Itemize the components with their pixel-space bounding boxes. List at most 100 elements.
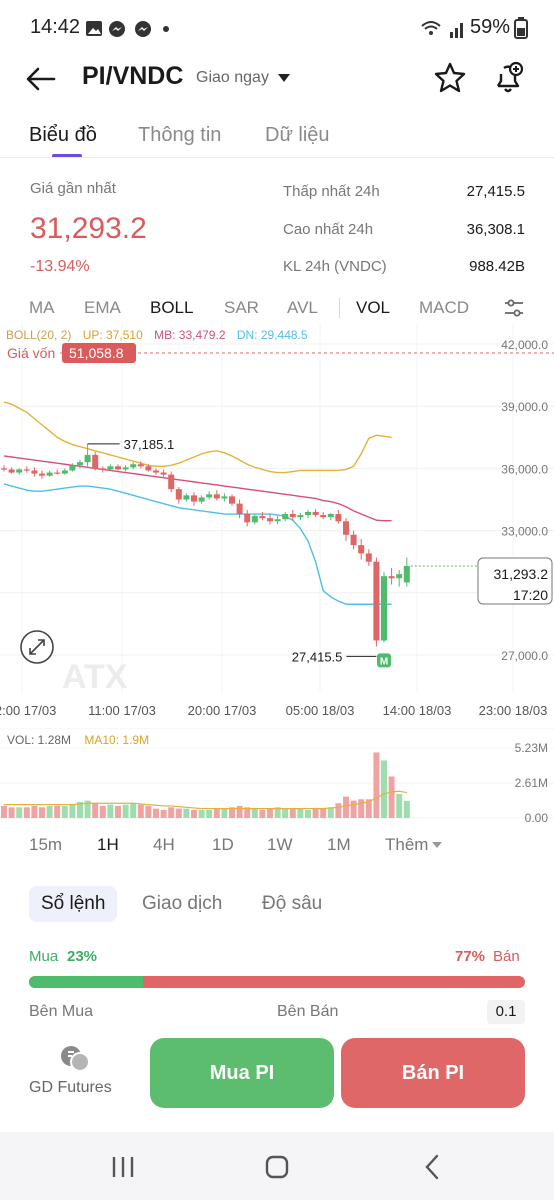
x-tick-label: 05:00 18/03 (286, 703, 355, 718)
wifi-signal-icons (420, 18, 466, 45)
cost-price-line: Giá vốn 51,058.8 (0, 343, 554, 363)
price-alert-bell-icon[interactable] (490, 58, 528, 96)
futures-label[interactable]: GD Futures (29, 1079, 112, 1096)
timeframe-1h[interactable]: 1H (97, 835, 119, 854)
candle-body (259, 516, 266, 519)
candle-body (107, 466, 114, 470)
buy-label: Mua (29, 948, 59, 965)
more-caret-icon[interactable] (432, 842, 442, 848)
volume-bar (175, 808, 182, 818)
candle-body (69, 465, 76, 471)
volume-bar (229, 807, 235, 818)
low-24h-label: Thấp nhất 24h (283, 183, 380, 200)
candle-body (305, 511, 311, 516)
indicator-vol[interactable]: VOL (356, 298, 391, 317)
candle-body (373, 561, 380, 641)
low-24h-value: 27,415.5 (466, 183, 525, 200)
candle-body (8, 469, 15, 473)
pair-title[interactable]: PI/VNDC (82, 62, 184, 90)
buy-ratio-fill (29, 976, 144, 988)
timeframe-1m[interactable]: 1M (327, 835, 351, 854)
buy-button[interactable]: Mua PI (150, 1038, 334, 1108)
volume-bar (107, 804, 114, 818)
futures-icon[interactable] (58, 1042, 92, 1076)
volume-bar (381, 760, 387, 818)
candle-body (221, 496, 228, 499)
candle-body (16, 469, 23, 473)
candle-body (54, 472, 61, 474)
buy-percent: 23% (67, 948, 98, 965)
back-nav-icon[interactable] (418, 1152, 448, 1182)
candle-body (130, 464, 137, 468)
sell-button[interactable]: Bán PI (341, 1038, 525, 1108)
volume-bar (365, 799, 372, 818)
home-icon[interactable] (262, 1152, 292, 1182)
ma10-legend: MA10: 1.9M (84, 733, 149, 747)
volume-chart[interactable]: 5.23M 2.61M 0.00 VOL: 1.28M MA10: 1.9M (0, 728, 554, 824)
ask-column-header: Bên Bán (277, 1003, 339, 1020)
timeframe-1d[interactable]: 1D (212, 835, 234, 854)
gallery-icon (86, 21, 102, 36)
indicator-sar[interactable]: SAR (224, 298, 259, 317)
market-dropdown-caret-icon[interactable] (278, 74, 290, 82)
indicator-avl[interactable]: AVL (287, 298, 318, 317)
tab-chart[interactable]: Biểu đồ (29, 124, 97, 146)
price-chart[interactable]: ATX 37,185.1 27,415.5 M 42,000.0 39,000.0 36… (0, 324, 554, 724)
indicator-settings-icon[interactable] (502, 296, 526, 320)
timeframe-4h[interactable]: 4H (153, 835, 175, 854)
system-nav-bar (0, 1132, 554, 1200)
timeframe-15m[interactable]: 15m (29, 835, 63, 854)
volume-bar (69, 804, 76, 818)
volume-bar (350, 800, 357, 818)
market-type[interactable]: Giao ngay (196, 69, 269, 86)
volume-bar (137, 804, 144, 818)
volume-bar (312, 808, 319, 818)
timeframe-1w[interactable]: 1W (267, 835, 293, 854)
volume-bar (335, 803, 342, 818)
candle-body (312, 511, 319, 516)
tab-data[interactable]: Dữ liệu (265, 124, 330, 146)
tab-depth[interactable]: Độ sâu (262, 893, 323, 914)
volume-bar (259, 809, 266, 818)
favorite-star-icon[interactable] (432, 60, 468, 96)
precision-selector[interactable]: 0.1 (487, 1000, 525, 1024)
candle-body (1, 468, 7, 470)
indicator-ema[interactable]: EMA (84, 298, 121, 317)
volume-bar (160, 809, 167, 818)
volume-bar (358, 799, 365, 818)
volume-bar (343, 796, 349, 818)
indicator-ma[interactable]: MA (29, 298, 55, 317)
cost-label: Giá vốn (7, 345, 55, 361)
tab-order-book[interactable]: Sổ lệnh (29, 886, 118, 922)
volume-bar (305, 809, 311, 818)
volume-bar (327, 807, 334, 818)
indicator-macd[interactable]: MACD (419, 298, 470, 317)
volume-bar (267, 808, 273, 818)
y-tick-label: 33,000.0 (501, 525, 548, 539)
candle-body (274, 519, 281, 522)
volume-24h-label: KL 24h (VNDC) (283, 258, 387, 275)
volume-y-tick-label: 0.00 (525, 811, 549, 824)
tab-info[interactable]: Thông tin (138, 124, 222, 146)
candle-body (31, 470, 38, 474)
volume-y-tick-label: 2.61M (515, 776, 548, 790)
volume-bar (130, 803, 137, 818)
countdown: 17:20 (513, 587, 548, 603)
candle-body (99, 468, 106, 470)
tab-trades[interactable]: Giao dịch (142, 893, 223, 914)
expand-chart-icon (20, 630, 54, 664)
volume-bar (16, 807, 23, 818)
sell-label: Bán (493, 948, 520, 965)
boll-upper-line (3, 401, 392, 474)
volume-bar (396, 793, 403, 818)
volume-bar (1, 805, 7, 818)
candle-body (145, 466, 152, 471)
candle-body (236, 503, 243, 515)
volume-bar (274, 807, 281, 818)
timeframe-more[interactable]: Thêm (385, 835, 429, 854)
indicator-boll[interactable]: BOLL (150, 298, 194, 317)
back-arrow-icon[interactable] (22, 60, 60, 98)
volume-bar (61, 805, 68, 818)
volume-y-tick-label: 5.23M (515, 741, 548, 755)
recent-apps-icon[interactable] (108, 1152, 138, 1182)
